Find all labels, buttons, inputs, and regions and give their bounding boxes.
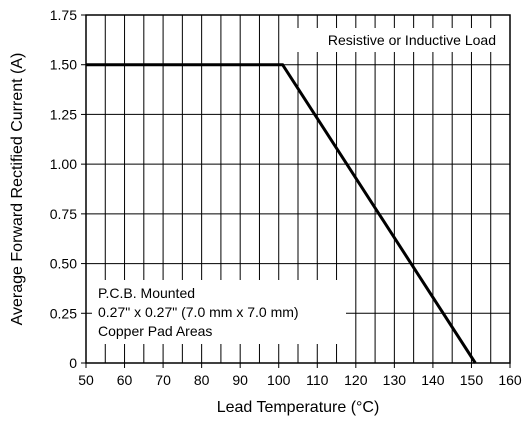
y-tick-label: 0.50 [50, 256, 77, 272]
y-tick-label: 1.50 [50, 57, 77, 73]
y-tick-label: 0.25 [50, 305, 77, 321]
y-tick-label: 1.75 [50, 7, 77, 23]
x-tick-label: 50 [78, 372, 94, 388]
pcb-note-line-2: 0.27" x 0.27" (7.0 mm x 7.0 mm) [98, 304, 299, 320]
y-tick-label: 1.25 [50, 106, 77, 122]
x-tick-label: 110 [306, 372, 329, 388]
derating-curve [86, 63, 477, 364]
pcb-note-background [92, 280, 346, 344]
x-tick-label: 160 [498, 372, 522, 388]
x-tick-label: 150 [460, 372, 484, 388]
x-tick-labels: 50 60 70 80 90 100 110 120 130 140 150 160 [78, 363, 522, 388]
plot-area [85, 14, 511, 364]
x-tick-label: 100 [267, 372, 291, 388]
x-tick-label: 130 [383, 372, 407, 388]
x-tick-label: 120 [344, 372, 368, 388]
x-tick-label: 90 [232, 372, 248, 388]
load-note-background [290, 28, 502, 52]
y-tick-label: 1.00 [50, 156, 77, 172]
y-tick-label: 0.75 [50, 206, 77, 222]
load-type-note: Resistive or Inductive Load [328, 32, 496, 48]
pcb-note-line-3: Copper Pad Areas [98, 323, 212, 339]
x-tick-label: 70 [155, 372, 171, 388]
x-tick-label: 80 [194, 372, 210, 388]
x-tick-label: 60 [117, 372, 133, 388]
x-axis-label: Lead Temperature (°C) [217, 399, 380, 416]
y-tick-labels: 0 0.25 0.50 0.75 1.00 1.25 1.50 1.75 [50, 7, 86, 371]
series-layer [86, 63, 477, 364]
y-tick-label: 0 [69, 355, 77, 371]
y-axis-label: Average Forward Rectified Current (A) [9, 53, 26, 326]
pcb-note-line-1: P.C.B. Mounted [98, 285, 195, 301]
x-tick-label: 140 [421, 372, 445, 388]
grid-lines [86, 15, 510, 363]
